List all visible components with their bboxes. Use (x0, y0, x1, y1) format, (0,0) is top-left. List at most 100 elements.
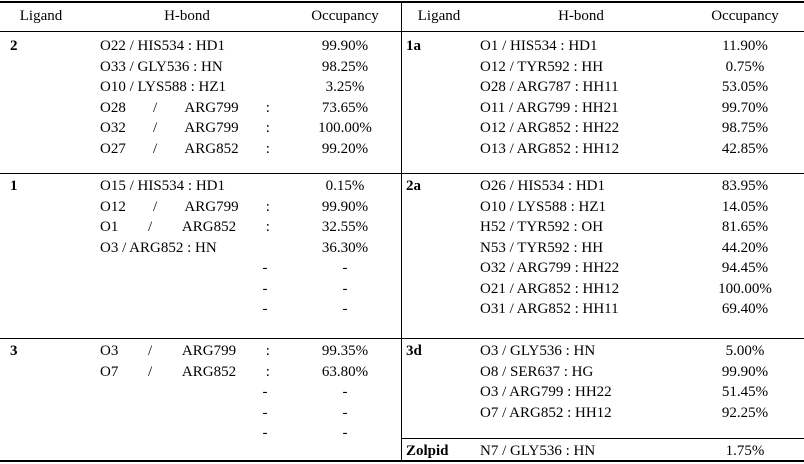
left-occupancy-cell: - (342, 301, 348, 317)
left-hbond-cell: - (262, 280, 268, 297)
right-occupancy-cell: 92.25% (721, 404, 769, 421)
hbond-token: O3 (100, 343, 119, 359)
left-occupancy-cell: 36.30% (321, 239, 369, 256)
left-occupancy-cell: 99.20% (321, 140, 369, 157)
hbond-token: O12 (100, 198, 126, 215)
hbond-token: : (265, 198, 270, 215)
right-occupancy-cell: 0.75% (725, 58, 765, 75)
left-occupancy-cell: 0.15% (325, 178, 365, 194)
left-hbond-cell: O3 / ARG799: (100, 341, 270, 361)
right-occupancy-cell: 1.75% (725, 443, 765, 459)
right-hbond-cell: H52 / TYR592 : OH (480, 219, 604, 235)
hbond-token: / (153, 140, 158, 157)
header-ligand-right: Ligand (417, 8, 461, 24)
left-occupancy-cell: - (342, 280, 348, 297)
left-occupancy-cell: 63.80% (321, 363, 369, 380)
hbond-token: : (265, 343, 270, 359)
left-hbond-cell: - (262, 384, 268, 400)
right-hbond-cell: N53 / TYR592 : HH (480, 239, 604, 256)
left-hbond-cell: O33 / GLY536 : HN (100, 58, 223, 75)
left-hbond-cell: - (262, 301, 268, 317)
hbond-token: O7 (100, 363, 119, 380)
left-occupancy-cell: - (342, 404, 348, 421)
left-occupancy-cell: 32.55% (321, 219, 369, 235)
header-occupancy-right: Occupancy (711, 8, 779, 24)
left-occupancy-cell: - (342, 260, 348, 276)
left-hbond-cell: O3 / ARG852 : HN (100, 239, 217, 256)
right-hbond-cell: O12 / ARG852 : HH22 (480, 120, 620, 136)
right-occupancy-cell: 99.90% (721, 363, 769, 380)
left-occupancy-cell: - (342, 384, 348, 400)
hbond-token: / (148, 343, 153, 359)
table-top-rule (0, 1, 804, 3)
header-hbond-left: H-bond (164, 8, 210, 24)
right-ligand-label: 3d (406, 343, 422, 359)
header-occupancy-left: Occupancy (311, 8, 379, 24)
left-occupancy-cell: 99.90% (321, 198, 369, 215)
right-occupancy-cell: 11.90% (722, 38, 768, 54)
hbond-token: ARG852 (181, 219, 237, 235)
hbond-token: ARG799 (184, 120, 239, 136)
right-hbond-cell: O7 / ARG852 : HH12 (480, 404, 612, 421)
right-hbond-cell: O32 / ARG799 : HH22 (480, 260, 620, 276)
right-hbond-cell: O10 / LYS588 : HZ1 (480, 198, 606, 215)
center-divider (401, 1, 402, 462)
zolpid-rule (402, 438, 804, 439)
header-hbond-right: H-bond (558, 8, 604, 24)
right-hbond-cell: O11 / ARG799 : HH21 (480, 99, 619, 116)
left-hbond-cell: - (262, 425, 268, 441)
hbond-token: ARG799 (181, 343, 237, 359)
right-hbond-cell: O12 / TYR592 : HH (480, 58, 604, 75)
hbond-token: O28 (100, 99, 126, 116)
left-occupancy-cell: 3.25% (325, 79, 365, 95)
right-occupancy-cell: 83.95% (721, 178, 769, 194)
hbond-token: / (153, 99, 158, 116)
left-occupancy-cell: 100.00% (318, 120, 372, 136)
left-hbond-cell: O27 / ARG852: (100, 139, 270, 159)
left-occupancy-cell: 98.25% (321, 58, 369, 75)
hbond-token: : (265, 120, 270, 136)
left-hbond-cell: O10 / LYS588 : HZ1 (100, 79, 226, 95)
right-hbond-cell: O26 / HIS534 : HD1 (480, 178, 606, 194)
left-hbond-cell: - (262, 404, 268, 421)
right-hbond-cell: O31 / ARG852 : HH11 (480, 301, 619, 317)
right-hbond-cell: O28 / ARG787 : HH11 (480, 79, 619, 95)
right-occupancy-cell: 99.70% (721, 99, 769, 116)
left-ligand-label: 1 (10, 178, 18, 194)
right-occupancy-cell: 81.65% (721, 219, 769, 235)
hbond-token: O1 (100, 219, 119, 235)
hbond-token: ARG799 (184, 99, 239, 116)
hbond-token: ARG852 (184, 140, 239, 157)
right-hbond-cell: O21 / ARG852 : HH12 (480, 280, 620, 297)
right-ligand-label: Zolpid (406, 443, 449, 459)
right-occupancy-cell: 100.00% (718, 280, 772, 297)
left-hbond-cell: O12 / ARG799: (100, 197, 270, 217)
hbond-token: ARG852 (181, 363, 237, 380)
right-occupancy-cell: 5.00% (725, 343, 765, 359)
left-occupancy-cell: 99.90% (321, 38, 369, 54)
hbond-token: O32 (100, 120, 126, 136)
right-occupancy-cell: 14.05% (721, 198, 769, 215)
group-rule-1 (0, 173, 804, 174)
left-occupancy-cell: - (342, 425, 348, 441)
hbond-token: O27 (100, 140, 126, 157)
right-hbond-cell: O3 / ARG799 : HH22 (480, 384, 612, 400)
right-hbond-cell: O1 / HIS534 : HD1 (480, 38, 598, 54)
left-hbond-cell: O1 / ARG852: (100, 217, 270, 237)
right-occupancy-cell: 69.40% (721, 301, 769, 317)
left-hbond-cell: O22 / HIS534 : HD1 (100, 38, 226, 54)
table-header-row: Ligand H-bond Occupancy Ligand H-bond Oc… (0, 0, 804, 32)
hbond-token: : (265, 99, 270, 116)
right-ligand-label: 2a (406, 178, 421, 194)
right-occupancy-cell: 51.45% (721, 384, 769, 400)
right-hbond-cell: O3 / GLY536 : HN (480, 343, 596, 359)
hbond-token: / (153, 120, 158, 136)
hbond-token: : (265, 219, 270, 235)
right-occupancy-cell: 42.85% (721, 140, 769, 157)
right-occupancy-cell: 98.75% (721, 120, 769, 136)
hbond-token: : (265, 363, 270, 380)
right-occupancy-cell: 44.20% (721, 239, 769, 256)
left-occupancy-cell: 99.35% (321, 343, 369, 359)
hbond-token: / (148, 219, 153, 235)
header-ligand-left: Ligand (19, 8, 63, 24)
